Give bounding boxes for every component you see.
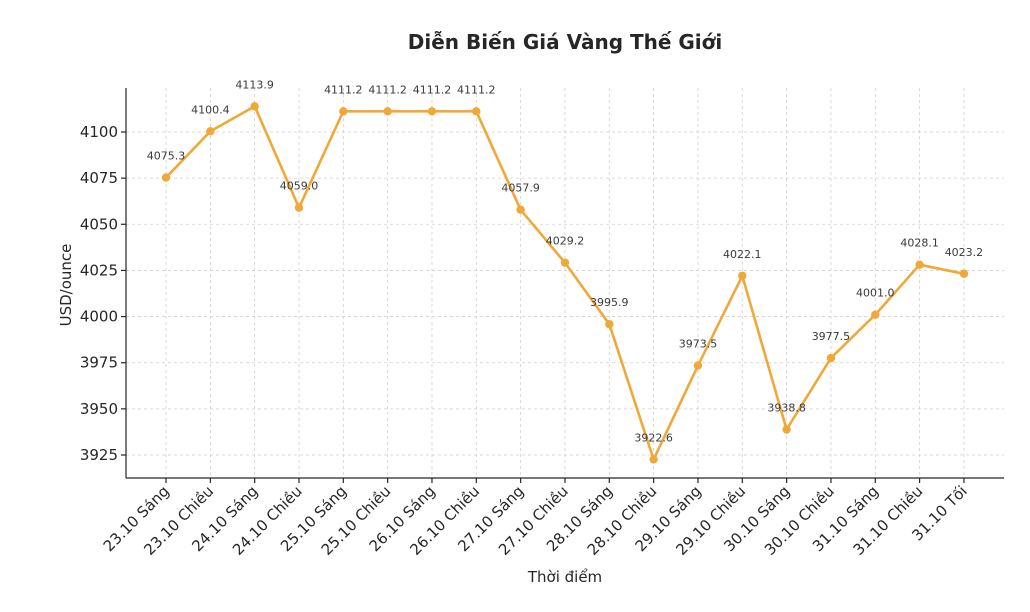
data-point-label: 4111.2 [413,83,452,96]
series-line [161,102,969,464]
data-point-marker [693,361,703,370]
data-point-marker [605,319,614,329]
x-axis-label: Thời điểm [527,568,602,586]
data-point-label: 4028.1 [900,237,939,250]
y-tick-label: 4100 [80,123,118,141]
data-point-marker [206,127,215,136]
data-point-marker [339,107,348,116]
data-point-marker [871,310,880,319]
y-axis-label: USD/ounce [57,244,75,327]
data-point-label: 4113.9 [235,78,274,91]
data-point-label: 4111.2 [324,83,363,96]
data-point-marker [294,203,304,212]
data-point-label: 4111.2 [368,83,407,96]
y-tick-label: 4025 [80,261,118,279]
data-labels: 4075.3 4100.4 4113.9 4059.0 4111.2 4111.2 4111… [147,78,983,444]
data-point-label: 4075.3 [147,150,186,163]
y-tick-label: 3950 [80,400,118,418]
y-tick-label: 4000 [80,308,118,326]
data-point-marker [959,269,969,278]
data-point-marker [472,107,481,116]
data-point-label: 3973.5 [679,337,718,350]
data-point-label: 4059.0 [280,180,319,193]
y-tick-label: 4075 [80,169,118,187]
y-axis: 3925 3950 3975 4000 4025 4050 4075 4100 [80,123,126,464]
data-point-marker [383,107,392,116]
data-point-marker [250,102,259,111]
data-point-label: 4057.9 [501,182,540,195]
data-point-marker [161,173,171,182]
data-point-label: 3938.8 [767,402,806,415]
data-point-marker [915,260,924,269]
data-point-label: 4022.1 [723,248,762,261]
data-point-marker [782,425,791,434]
y-tick-label: 3975 [80,354,118,372]
data-point-label: 4023.2 [945,246,984,259]
y-tick-label: 4050 [80,215,118,233]
data-point-label: 4100.4 [191,103,230,116]
data-point-marker [560,258,570,267]
data-point-marker [427,107,437,116]
data-point-marker [649,455,658,464]
data-point-marker [738,271,747,280]
y-tick-label: 3925 [80,446,118,464]
data-point-label: 4029.2 [546,235,585,248]
chart-title: Diễn Biến Giá Vàng Thế Giới [408,30,723,54]
data-point-marker [826,353,836,363]
data-point-label: 4001.0 [856,287,895,300]
grid-lines [126,88,1004,478]
data-point-marker [516,205,525,214]
data-point-label: 3922.6 [634,431,673,444]
data-point-label: 4111.2 [457,83,496,96]
data-point-label: 3977.5 [812,330,851,343]
data-point-label: 3995.9 [590,296,629,309]
